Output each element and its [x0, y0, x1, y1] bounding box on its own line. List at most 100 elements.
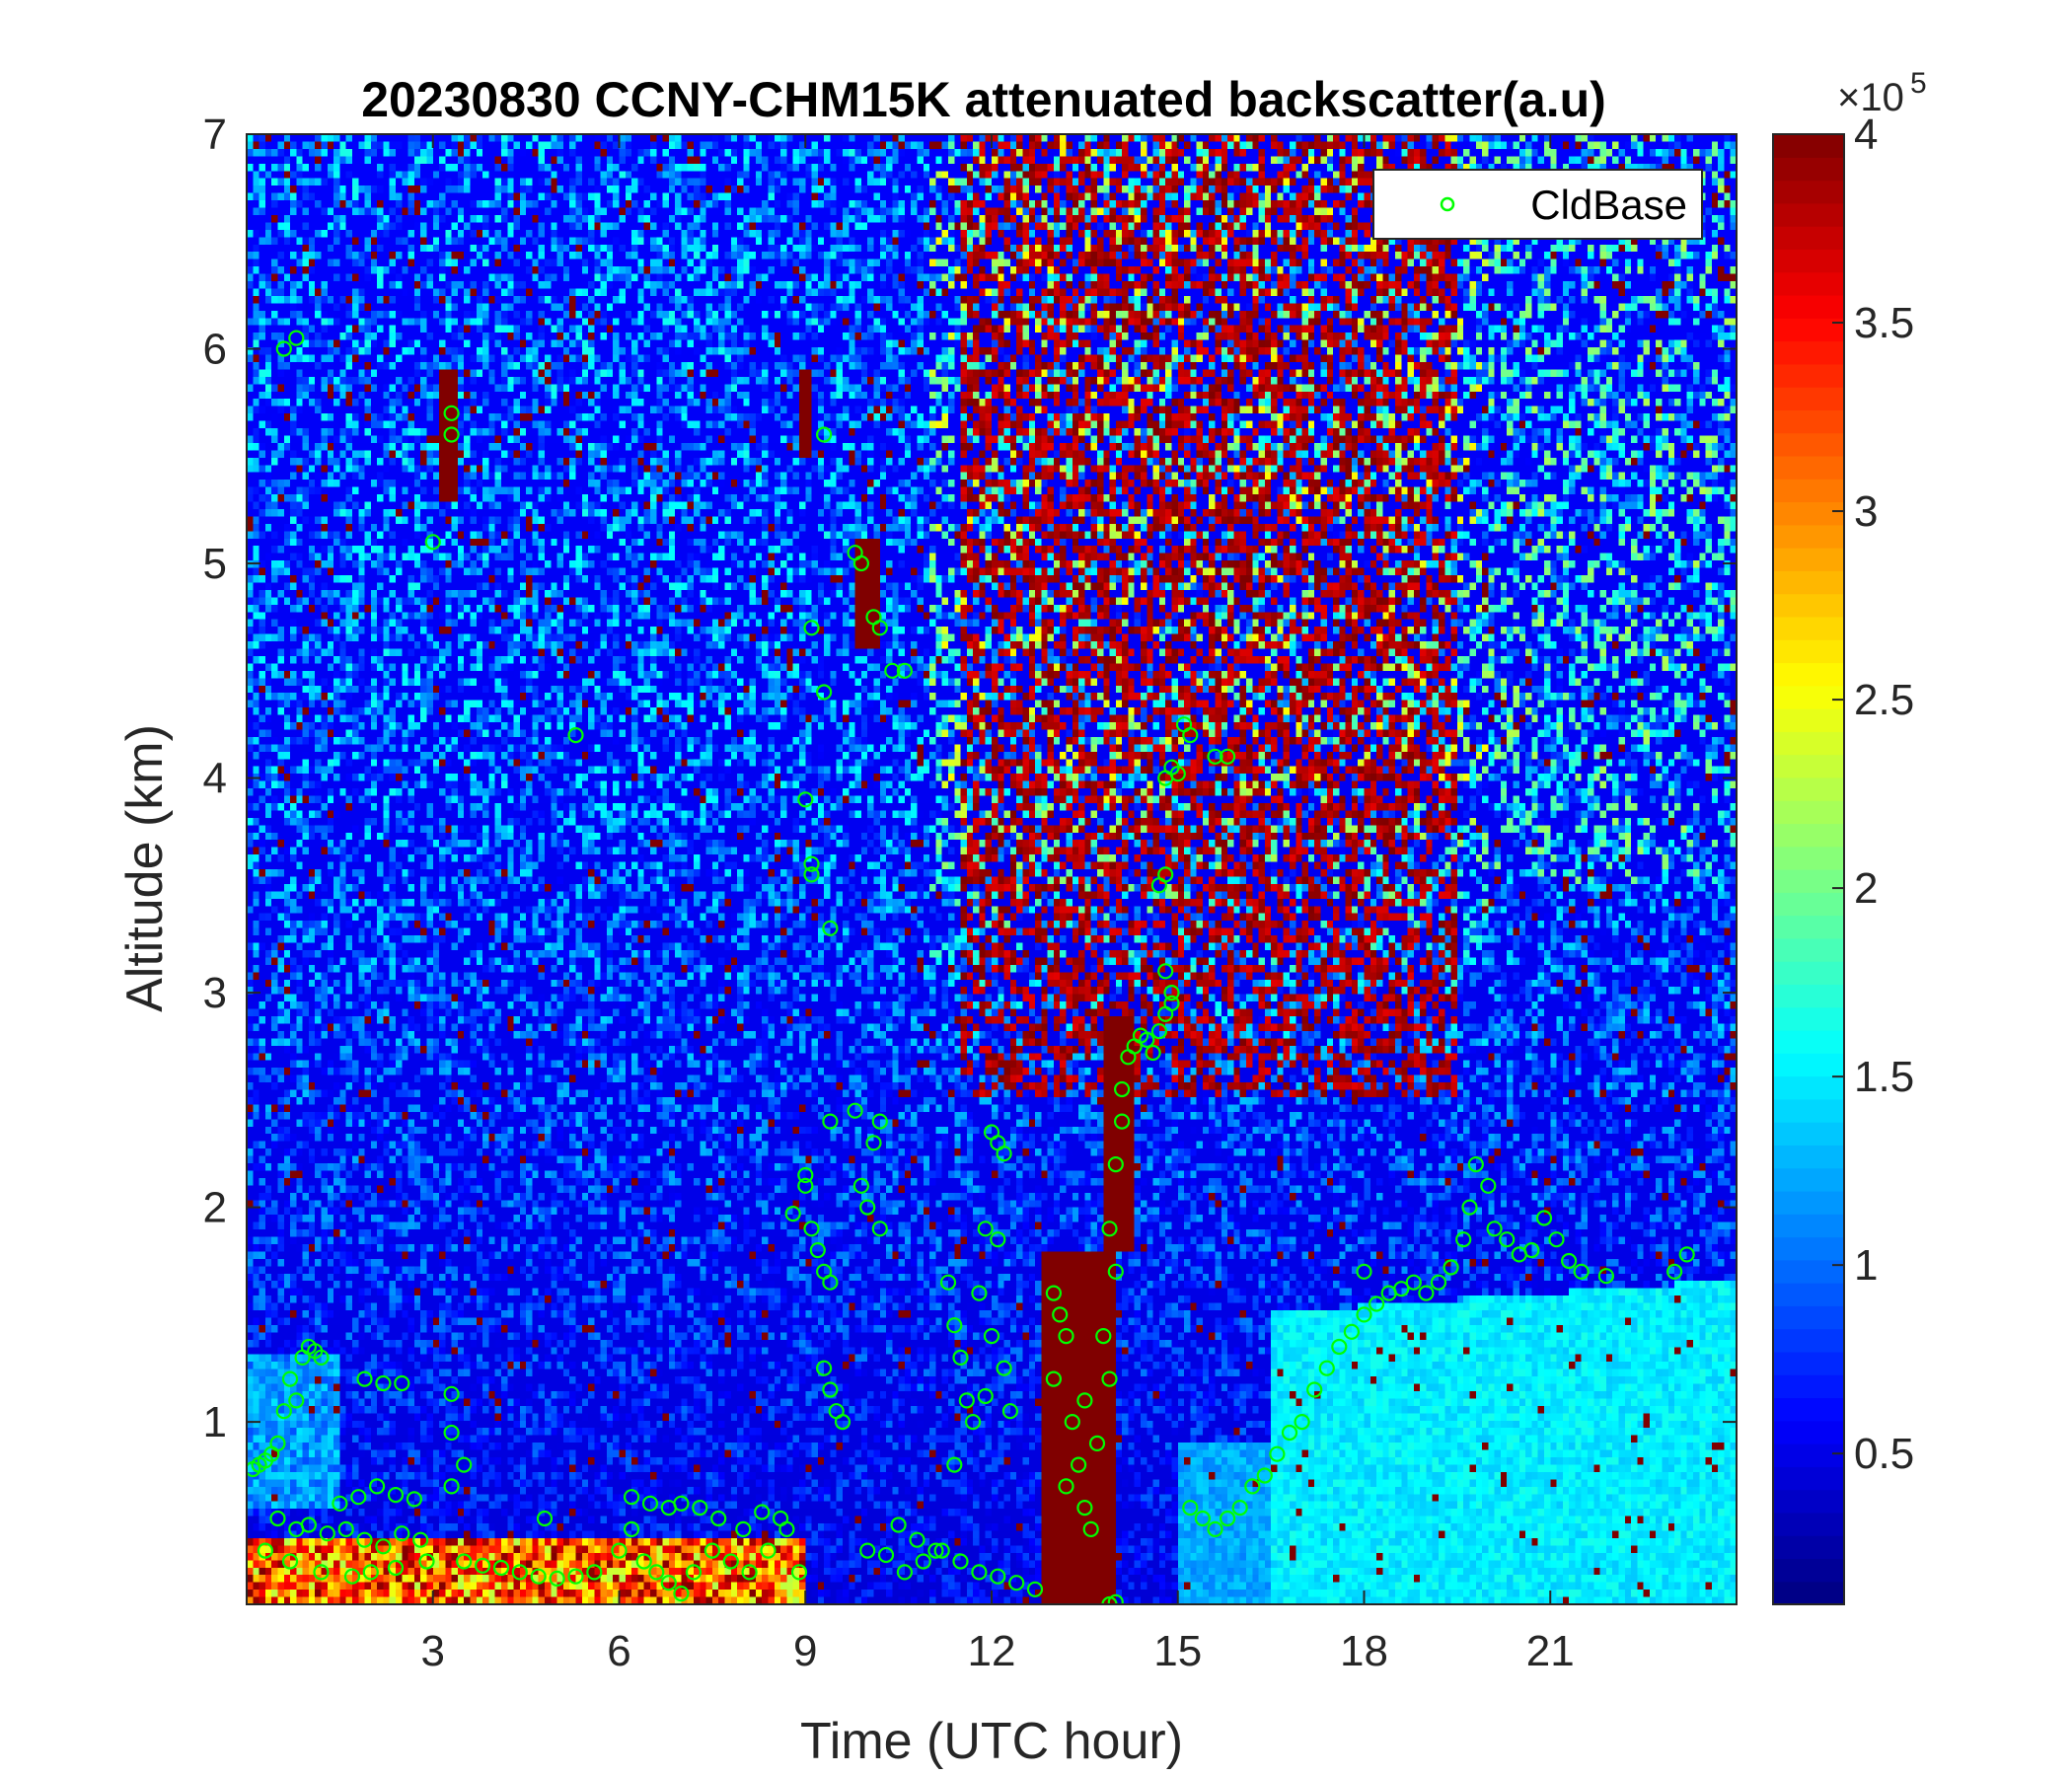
cldbase-point: [1548, 1231, 1565, 1248]
cldbase-point: [332, 1495, 348, 1512]
colorbar-band: [1773, 731, 1844, 756]
cldbase-point: [1523, 1241, 1540, 1259]
colorbar-tick-label: 1: [1854, 1241, 1878, 1290]
colorbar-band: [1773, 318, 1844, 342]
cldbase-point: [1281, 1424, 1298, 1442]
cldbase-point: [1045, 1285, 1063, 1301]
cldbase-point: [927, 1542, 944, 1559]
cldbase-point: [275, 1403, 292, 1420]
cldbase-point: [1294, 1413, 1310, 1431]
y-tick-label: 2: [203, 1184, 227, 1232]
colorbar-band: [1773, 892, 1844, 917]
cldbase-point: [406, 1491, 422, 1508]
cldbase-point: [356, 1531, 373, 1548]
cldbase-point: [990, 1568, 1006, 1585]
cldbase-point: [443, 1478, 460, 1495]
colorbar-band: [1773, 1283, 1844, 1306]
cldbase-point: [977, 1221, 994, 1237]
cldbase-point: [536, 1510, 554, 1527]
cldbase-point: [1008, 1575, 1025, 1591]
cldbase-point: [735, 1520, 752, 1538]
cldbase-point: [1393, 1281, 1410, 1297]
colorbar-tick-label: 3.5: [1854, 299, 1914, 347]
y-tick-label: 3: [203, 969, 227, 1017]
cldbase-point: [703, 1542, 721, 1559]
cldbase-point: [1443, 1259, 1459, 1276]
cldbase-point: [865, 1135, 882, 1151]
colorbar-band: [1773, 1351, 1844, 1375]
cldbase-point: [375, 1538, 392, 1555]
cldbase-point: [760, 1542, 777, 1559]
cldbase-point: [1194, 1510, 1212, 1527]
cldbase-point: [1467, 1155, 1484, 1173]
cldbase-point: [1150, 1023, 1168, 1040]
cldbase-point: [909, 1531, 925, 1548]
colorbar-band: [1773, 915, 1844, 939]
cldbase-point: [1343, 1323, 1361, 1340]
cldbase-point: [803, 1221, 820, 1237]
colorbar: 0.5 1 1.5 2 2.5 3 3.5 4: [1772, 111, 1914, 1605]
cldbase-point: [1368, 1295, 1385, 1312]
cldbase-point: [784, 1205, 801, 1222]
legend: CldBase: [1372, 169, 1703, 240]
colorbar-band: [1773, 1397, 1844, 1422]
colorbar-band: [1773, 432, 1844, 457]
cldbase-point: [313, 1564, 330, 1581]
cldbase-point: [803, 866, 820, 883]
cldbase-point: [673, 1585, 690, 1602]
colorbar-band: [1773, 685, 1844, 709]
cldbase-point: [946, 1456, 963, 1473]
cldbase-point: [394, 1374, 410, 1392]
colorbar-band: [1773, 937, 1844, 962]
cldbase-point: [952, 1553, 969, 1570]
cldbase-point: [710, 1510, 727, 1527]
cldbase-point: [492, 1559, 510, 1577]
colorbar-band: [1773, 157, 1844, 182]
cldbase-point: [635, 1553, 652, 1570]
cldbase-point: [1163, 984, 1180, 1001]
cldbase-point: [1256, 1467, 1273, 1484]
colorbar-band: [1773, 180, 1844, 204]
colorbar-band: [1773, 1098, 1844, 1123]
colorbar-band: [1773, 616, 1844, 640]
cldbase-point: [964, 1413, 982, 1431]
cldbase-point: [1356, 1306, 1372, 1323]
colorbar-band: [1773, 1581, 1844, 1605]
cldbase-point: [1560, 1252, 1578, 1270]
cldbase-point: [1244, 1478, 1261, 1495]
cldbase-point: [269, 1435, 286, 1452]
cldbase-point: [1480, 1177, 1497, 1194]
cldbase-point: [1058, 1327, 1074, 1345]
colorbar-band: [1773, 823, 1844, 848]
colorbar-band: [1773, 1145, 1844, 1169]
cldbase-point: [1095, 1327, 1112, 1345]
colorbar-tick-label: 3: [1854, 487, 1878, 536]
cldbase-point: [971, 1564, 988, 1581]
cldbase-point: [1070, 1456, 1087, 1473]
y-tick-label: 6: [203, 326, 227, 374]
legend-marker-icon: [1440, 196, 1455, 212]
cldbase-point: [1219, 1510, 1236, 1527]
colorbar-band: [1773, 869, 1844, 893]
colorbar-frame: [1772, 133, 1845, 1605]
cldbase-point: [1107, 1155, 1124, 1173]
cldbase-point: [1064, 1413, 1080, 1431]
x-tick-label: 15: [1153, 1627, 1202, 1675]
colorbar-band: [1773, 1420, 1844, 1444]
cldbase-point: [530, 1568, 547, 1585]
cldbase-point: [443, 1424, 460, 1442]
chart-title: 20230830 CCNY-CHM15K attenuated backscat…: [361, 72, 1606, 127]
y-tick-label: 4: [203, 755, 227, 803]
colorbar-band: [1773, 1075, 1844, 1100]
cldbase-point: [1052, 1306, 1069, 1323]
cldbase-point: [412, 1531, 429, 1548]
cldbase-point: [1219, 748, 1236, 765]
cldbase-point: [337, 1520, 354, 1538]
cldbase-point: [586, 1564, 603, 1581]
colorbar-band: [1773, 363, 1844, 388]
y-tick-label: 1: [203, 1398, 227, 1446]
cldbase-point: [1182, 726, 1199, 744]
cldbase-point: [754, 1504, 771, 1520]
colorbar-band: [1773, 593, 1844, 618]
